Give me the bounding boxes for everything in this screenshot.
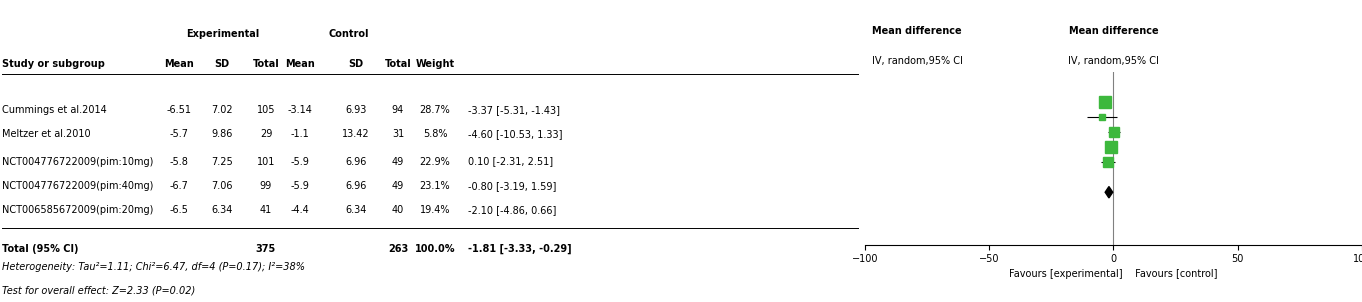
Text: -1.81 [-3.33, -0.29]: -1.81 [-3.33, -0.29] [469,244,572,254]
Text: Experimental: Experimental [185,29,259,39]
Text: Meltzer et al.2010: Meltzer et al.2010 [1,129,91,140]
Text: 263: 263 [388,244,409,254]
Text: 101: 101 [257,156,275,167]
Text: 40: 40 [392,205,405,215]
Text: 6.96: 6.96 [346,156,366,167]
Text: 28.7%: 28.7% [419,105,451,115]
Text: Mean: Mean [165,59,193,69]
Text: Test for overall effect: Z=2.33 (P=0.02): Test for overall effect: Z=2.33 (P=0.02) [1,286,195,296]
Text: 6.93: 6.93 [346,105,366,115]
Text: 7.25: 7.25 [211,156,233,167]
Text: 0.10 [-2.31, 2.51]: 0.10 [-2.31, 2.51] [469,156,553,167]
Text: NCT004776722009(pim:40mg): NCT004776722009(pim:40mg) [1,181,154,191]
Text: IV, random,95% CI: IV, random,95% CI [872,56,963,66]
Text: 7.02: 7.02 [211,105,233,115]
Text: IV, random,95% CI: IV, random,95% CI [1068,56,1159,66]
Text: 100.0%: 100.0% [415,244,455,254]
Text: Cummings et al.2014: Cummings et al.2014 [1,105,106,115]
Text: 49: 49 [392,156,405,167]
Text: -6.5: -6.5 [169,205,188,215]
Text: -1.1: -1.1 [290,129,309,140]
Text: 375: 375 [256,244,276,254]
Text: 5.8%: 5.8% [422,129,447,140]
Text: 99: 99 [260,181,272,191]
Text: Total (95% CI): Total (95% CI) [1,244,79,254]
Text: Mean difference: Mean difference [872,26,962,36]
Text: -5.7: -5.7 [169,129,188,140]
Text: 23.1%: 23.1% [419,181,451,191]
Text: -3.37 [-5.31, -1.43]: -3.37 [-5.31, -1.43] [469,105,560,115]
Text: Mean difference: Mean difference [1069,26,1158,36]
Text: -5.9: -5.9 [290,181,309,191]
Text: 49: 49 [392,181,405,191]
Text: 9.86: 9.86 [211,129,233,140]
Text: -6.7: -6.7 [169,181,188,191]
Text: SD: SD [214,59,230,69]
Text: Total: Total [384,59,411,69]
Text: 6.34: 6.34 [211,205,233,215]
Text: NCT006585672009(pim:20mg): NCT006585672009(pim:20mg) [1,205,154,215]
Text: -4.60 [-10.53, 1.33]: -4.60 [-10.53, 1.33] [469,129,563,140]
Text: -2.10 [-4.86, 0.66]: -2.10 [-4.86, 0.66] [469,205,556,215]
Text: Weight: Weight [415,59,455,69]
Text: 29: 29 [260,129,272,140]
Text: -5.9: -5.9 [290,156,309,167]
Text: Total: Total [252,59,279,69]
Text: 22.9%: 22.9% [419,156,451,167]
Text: 6.34: 6.34 [346,205,366,215]
Text: 7.06: 7.06 [211,181,233,191]
Text: 13.42: 13.42 [342,129,370,140]
Text: Heterogeneity: Tau²=1.11; Chi²=6.47, df=4 (P=0.17); I²=38%: Heterogeneity: Tau²=1.11; Chi²=6.47, df=… [1,262,305,272]
Text: SD: SD [349,59,364,69]
Polygon shape [1105,187,1113,198]
Text: 105: 105 [257,105,275,115]
Text: -6.51: -6.51 [166,105,192,115]
Text: 41: 41 [260,205,272,215]
Text: 94: 94 [392,105,405,115]
Text: 19.4%: 19.4% [419,205,451,215]
Text: -0.80 [-3.19, 1.59]: -0.80 [-3.19, 1.59] [469,181,556,191]
X-axis label: Favours [experimental]    Favours [control]: Favours [experimental] Favours [control] [1009,268,1218,278]
Text: NCT004776722009(pim:10mg): NCT004776722009(pim:10mg) [1,156,154,167]
Text: -5.8: -5.8 [169,156,188,167]
Text: -3.14: -3.14 [287,105,312,115]
Text: 31: 31 [392,129,405,140]
Text: Control: Control [328,29,369,39]
Text: -4.4: -4.4 [290,205,309,215]
Text: Mean: Mean [285,59,315,69]
Text: 6.96: 6.96 [346,181,366,191]
Text: Study or subgroup: Study or subgroup [1,59,105,69]
